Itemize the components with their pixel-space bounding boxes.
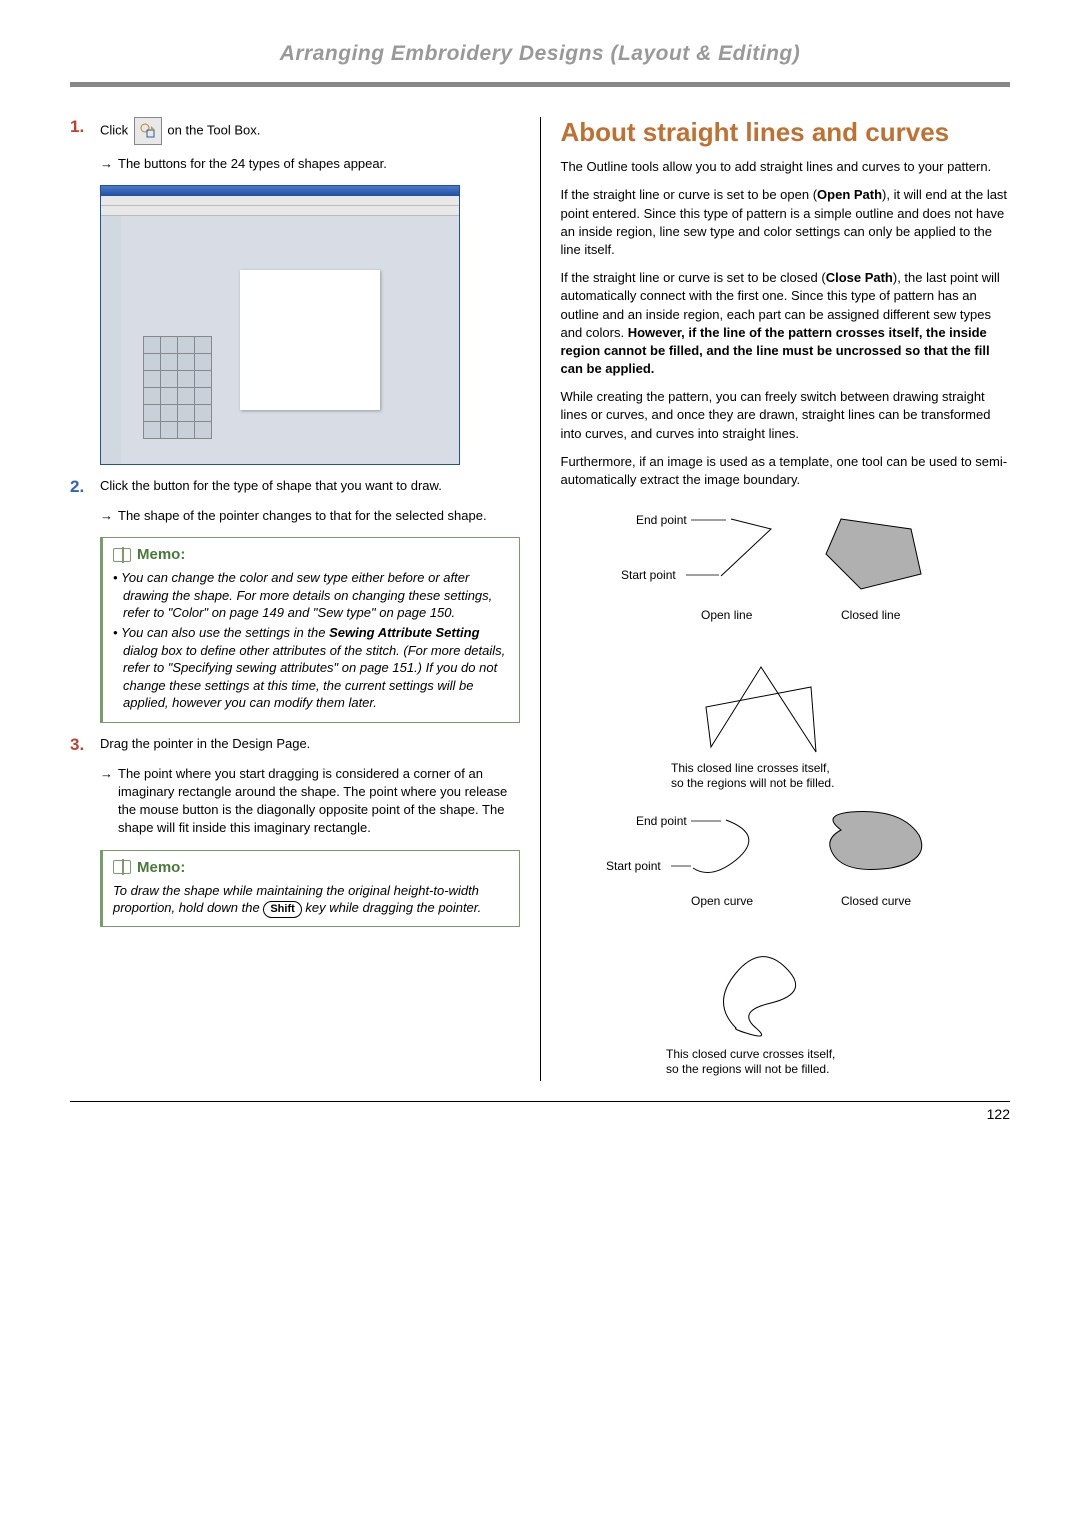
memo-2-body: To draw the shape while maintaining the …	[113, 882, 509, 918]
label-cross-line-2: so the regions will not be filled.	[671, 776, 834, 790]
step1-result: → The buttons for the 24 types of shapes…	[100, 155, 520, 173]
label-end-point: End point	[636, 513, 687, 527]
curve-diagram: End point Start point Open curve Closed …	[561, 800, 971, 930]
memo-1-body: You can change the color and sew type ei…	[113, 569, 509, 711]
memo-2: Memo: To draw the shape while maintainin…	[100, 850, 520, 927]
step-2: 2. Click the button for the type of shap…	[70, 477, 520, 497]
memo-icon	[113, 860, 131, 874]
step1-text-after: on the Tool Box.	[167, 122, 260, 137]
label-cross-curve-1: This closed curve crosses itself,	[666, 1047, 835, 1061]
right-p1: The Outline tools allow you to add strai…	[561, 158, 1011, 176]
arrow-icon: →	[100, 765, 118, 838]
step-number-2: 2.	[70, 477, 100, 497]
step-1: 1. Click on the Tool Box.	[70, 117, 520, 145]
page-header: Arranging Embroidery Designs (Layout & E…	[70, 30, 1010, 72]
label-closed-line: Closed line	[841, 608, 901, 622]
crossing-curve-diagram: This closed curve crosses itself, so the…	[561, 933, 971, 1078]
label-start-point: Start point	[621, 568, 676, 582]
step-1-body: Click on the Tool Box.	[100, 117, 520, 145]
step3-result: → The point where you start dragging is …	[100, 765, 520, 838]
right-p4: While creating the pattern, you can free…	[561, 388, 1011, 443]
page-number: 122	[987, 1106, 1010, 1122]
step-number-3: 3.	[70, 735, 100, 755]
right-p3: If the straight line or curve is set to …	[561, 269, 1011, 378]
step2-result-text: The shape of the pointer changes to that…	[118, 507, 487, 525]
step-3: 3. Drag the pointer in the Design Page.	[70, 735, 520, 755]
page-footer: 122	[70, 1101, 1010, 1122]
arrow-icon: →	[100, 507, 118, 525]
label-cross-line-1: This closed line crosses itself,	[671, 761, 830, 775]
right-column: About straight lines and curves The Outl…	[540, 117, 1011, 1081]
header-title: Arranging Embroidery Designs (Layout & E…	[280, 42, 801, 65]
step1-text-before: Click	[100, 122, 132, 137]
left-column: 1. Click on the Tool Box. → The butt	[70, 117, 540, 1081]
step-number-1: 1.	[70, 117, 100, 137]
step3-result-text: The point where you start dragging is co…	[118, 765, 520, 838]
memo1-item1: You can change the color and sew type ei…	[113, 569, 509, 622]
shift-key: Shift	[263, 901, 301, 918]
label-cross-curve-2: so the regions will not be filled.	[666, 1062, 829, 1076]
step-2-body: Click the button for the type of shape t…	[100, 477, 520, 495]
label-end-point2: End point	[636, 814, 687, 828]
label-start-point2: Start point	[606, 859, 661, 873]
crossing-line-diagram: This closed line crosses itself, so the …	[561, 657, 971, 797]
right-heading: About straight lines and curves	[561, 117, 1011, 148]
memo-1: Memo: You can change the color and sew t…	[100, 537, 520, 722]
shape-tool-icon	[134, 117, 162, 145]
memo1-item2: You can also use the settings in the Sew…	[113, 624, 509, 712]
arrow-icon: →	[100, 155, 118, 173]
shape-palette	[143, 336, 212, 439]
step-3-body: Drag the pointer in the Design Page.	[100, 735, 520, 753]
memo-title: Memo:	[137, 859, 185, 876]
right-p5: Furthermore, if an image is used as a te…	[561, 453, 1011, 489]
step2-result: → The shape of the pointer changes to th…	[100, 507, 520, 525]
label-open-curve: Open curve	[691, 894, 753, 908]
label-closed-curve: Closed curve	[841, 894, 911, 908]
right-p2: If the straight line or curve is set to …	[561, 186, 1011, 259]
diagram-area: End point Start point Open line Closed l…	[561, 504, 1011, 1081]
header-rule	[70, 82, 1010, 87]
step1-result-text: The buttons for the 24 types of shapes a…	[118, 155, 387, 173]
label-open-line: Open line	[701, 608, 753, 622]
memo-title: Memo:	[137, 546, 185, 563]
memo-icon	[113, 548, 131, 562]
app-screenshot	[100, 185, 460, 465]
line-diagram: End point Start point Open line Closed l…	[561, 504, 971, 654]
